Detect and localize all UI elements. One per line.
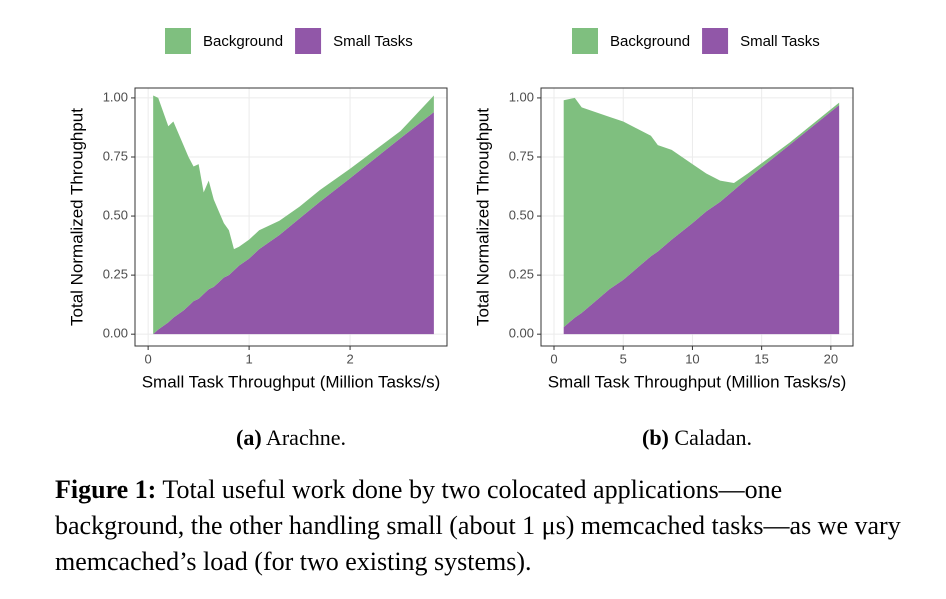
subcaption: (b) Caladan. — [642, 425, 752, 450]
area — [563, 97, 840, 328]
legend-swatch — [295, 28, 322, 54]
y-tick-label: 0.75 — [103, 148, 128, 163]
area — [153, 112, 434, 335]
y-tick-label: 0.25 — [103, 267, 128, 282]
y-tick-label: 0.50 — [509, 207, 534, 222]
x-tick-label: 15 — [754, 351, 768, 366]
x-axis-label: Small Task Throughput (Million Tasks/s) — [142, 372, 441, 391]
legend-swatch — [702, 28, 729, 54]
subcaption-label: (a) — [236, 425, 262, 450]
figure-text: Total useful work done by two colocated … — [55, 475, 901, 576]
area — [563, 105, 840, 335]
x-axis-label: Small Task Throughput (Million Tasks/s) — [548, 372, 847, 391]
subcaption-label: (b) — [642, 425, 669, 450]
y-tick-label: 1.00 — [509, 89, 534, 104]
area — [153, 95, 434, 335]
y-tick-label: 1.00 — [103, 89, 128, 104]
figure-caption: Figure 1: Total useful work done by two … — [55, 472, 905, 580]
x-tick-label: 1 — [245, 351, 252, 366]
subcaption: (a) Arachne. — [236, 425, 346, 450]
subcaption-text: Caladan. — [674, 425, 752, 450]
x-tick-label: 2 — [346, 351, 353, 366]
subcaption-text: Arachne. — [266, 425, 346, 450]
x-tick-label: 0 — [145, 351, 152, 366]
x-tick-label: 0 — [550, 351, 557, 366]
y-axis-label: Total Normalized Throughput — [473, 108, 492, 326]
plot-area — [153, 95, 434, 335]
x-tick-label: 5 — [620, 351, 627, 366]
legend-label: Small Tasks — [740, 33, 820, 50]
figure-label: Figure 1: — [55, 475, 157, 504]
y-tick-label: 0.25 — [509, 267, 534, 282]
y-tick-label: 0.00 — [509, 326, 534, 341]
y-axis-label: Total Normalized Throughput — [67, 108, 86, 326]
y-tick-label: 0.50 — [103, 207, 128, 222]
legend-swatch — [165, 28, 191, 54]
x-tick-label: 20 — [824, 351, 838, 366]
plot-border — [134, 87, 448, 347]
legend-label: Small Tasks — [333, 33, 413, 50]
figure: 0.00 0.25 0.50 0.75 1.00 0 1 2 Small Task Throug… — [67, 28, 854, 450]
plot-area — [563, 97, 840, 335]
legend-swatch — [572, 28, 598, 54]
x-tick-label: 10 — [685, 351, 699, 366]
legend-label: Background — [203, 33, 283, 50]
y-tick-label: 0.75 — [509, 148, 534, 163]
plot-border — [540, 87, 854, 347]
y-tick-label: 0.00 — [103, 326, 128, 341]
legend-label: Background — [610, 33, 690, 50]
